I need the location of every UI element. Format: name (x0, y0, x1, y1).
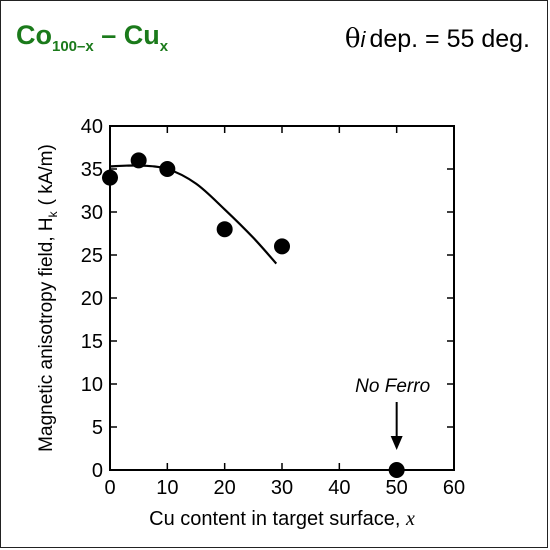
x-tick-label: 40 (328, 477, 350, 499)
deposition-angle-label: θi dep. = 55 deg. (344, 24, 530, 54)
y-tick-label: 40 (81, 116, 103, 138)
data-point (274, 238, 290, 255)
x-tick-label: 60 (443, 477, 465, 499)
x-tick-label: 0 (104, 477, 115, 499)
y-tick-label: 15 (81, 331, 103, 353)
no-ferro-label: No Ferro (355, 376, 430, 397)
y-tick-label: 10 (81, 374, 103, 396)
y-tick-label: 25 (81, 245, 103, 267)
x-axis-label: Cu content in target surface, x (149, 508, 415, 530)
y-tick-label: 30 (81, 202, 103, 224)
data-point (216, 221, 233, 238)
trend-line (109, 164, 278, 265)
x-tick-label: 10 (156, 477, 178, 499)
annotation-arrow-head (390, 436, 403, 450)
x-tick-label: 50 (386, 477, 408, 499)
data-point (388, 462, 405, 478)
data-point (130, 152, 147, 169)
data-point (159, 161, 176, 177)
y-tick-label: 35 (81, 159, 103, 181)
alloy-title: Co100–x – Cux (16, 20, 169, 55)
plot-area (109, 125, 455, 471)
x-tick-label: 20 (214, 477, 236, 499)
y-tick-label: 5 (92, 417, 103, 439)
data-point (102, 169, 118, 186)
y-axis-label: Magnetic anisotropy field, Hk( kA/m) (36, 144, 60, 452)
y-tick-label: 20 (81, 288, 103, 310)
y-tick-label: 0 (92, 460, 103, 482)
x-tick-label: 30 (271, 477, 293, 499)
